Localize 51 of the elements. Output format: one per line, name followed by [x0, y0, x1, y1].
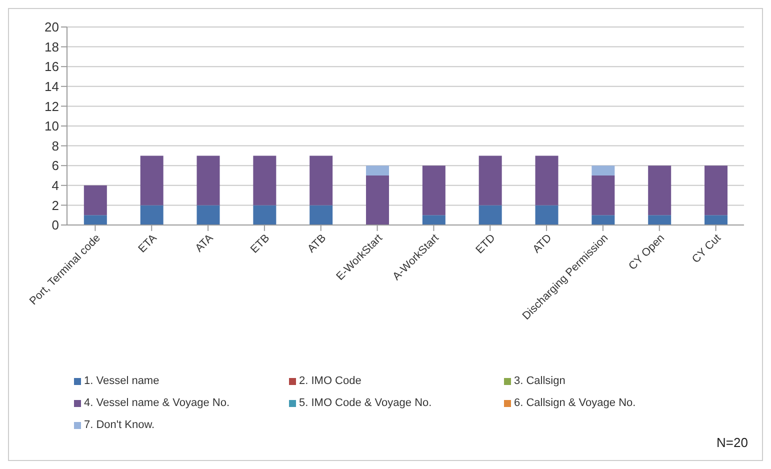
bar: [535, 205, 558, 225]
bar: [422, 166, 446, 216]
y-tick-label: 8: [52, 138, 59, 154]
bar: [478, 205, 502, 225]
legend-label: 7. Don't Know.: [84, 419, 155, 431]
bar: [648, 215, 672, 225]
bar: [422, 215, 446, 225]
bar: [84, 215, 107, 225]
legend-label: 5. IMO Code & Voyage No.: [299, 397, 432, 409]
y-tick-label: 14: [44, 79, 59, 94]
bar: [253, 156, 276, 206]
bar: [140, 205, 164, 225]
bar: [704, 166, 728, 216]
bar: [704, 215, 728, 225]
y-tick-label: 4: [52, 178, 59, 194]
y-tick-label: 6: [52, 158, 59, 174]
y-tick-label: 0: [52, 218, 59, 233]
bar: [366, 166, 390, 176]
y-tick-label: 18: [44, 39, 59, 54]
y-tick-label: 2: [52, 198, 59, 213]
x-tick-label: ATA: [193, 232, 216, 255]
bar: [478, 156, 502, 206]
x-tick-label: ETA: [136, 232, 160, 256]
bar: [253, 205, 276, 225]
bar: [535, 156, 558, 206]
text: N=20: [716, 435, 748, 450]
y-tick-label: 20: [44, 20, 59, 35]
bar: [310, 156, 333, 206]
legend-label: 4. Vessel name & Voyage No.: [84, 397, 230, 409]
y-tick-label: 10: [44, 118, 59, 134]
bar: [592, 176, 615, 216]
bar: [196, 205, 220, 225]
y-tick-label: 12: [44, 98, 59, 114]
bar: [84, 185, 107, 216]
legend-label: 6. Callsign & Voyage No.: [514, 397, 636, 409]
bar: [140, 156, 164, 206]
legend-label: 1. Vessel name: [84, 375, 160, 387]
x-tick-label: ETB: [248, 232, 272, 256]
bar: [648, 166, 672, 216]
x-tick-label: CY Cut: [690, 232, 724, 266]
y-tick-label: 16: [44, 59, 59, 74]
bar: [310, 205, 333, 225]
legend-label: 3. Callsign: [514, 375, 566, 387]
x-tick-label: ETD: [474, 232, 498, 256]
x-tick-label: ATD: [530, 232, 554, 256]
legend-label: 2. IMO Code: [299, 375, 362, 387]
bar: [592, 215, 615, 225]
bar: [366, 176, 390, 225]
bar: [196, 156, 220, 206]
x-tick-label: ATB: [305, 232, 329, 256]
bar: [592, 166, 615, 176]
